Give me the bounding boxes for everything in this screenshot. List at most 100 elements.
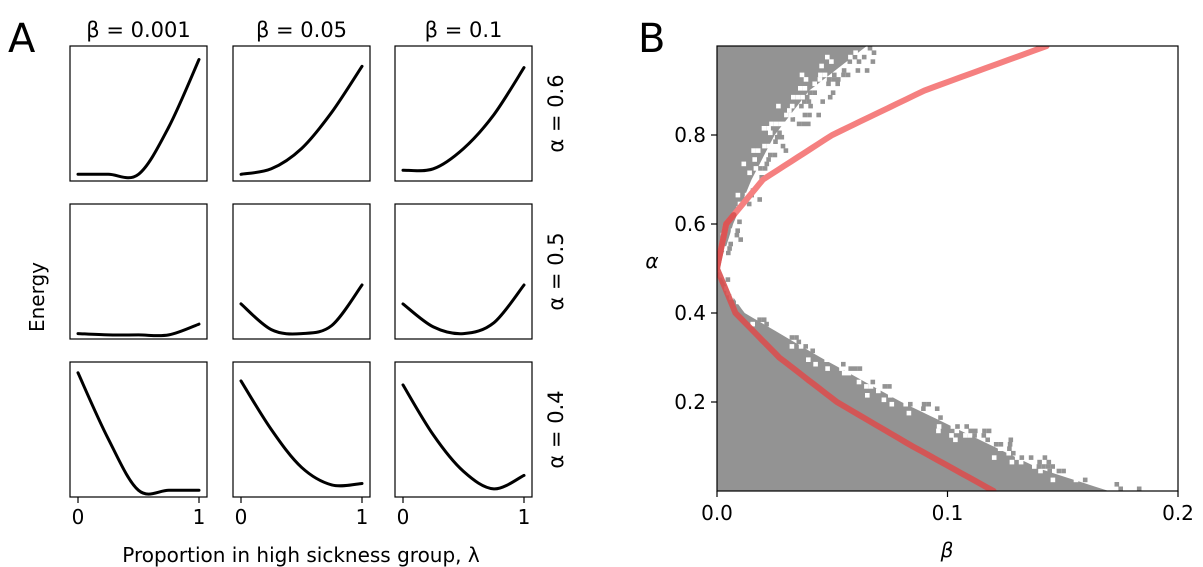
cell-gray <box>796 121 802 127</box>
cell-white <box>752 157 757 162</box>
cell-gray <box>827 94 833 100</box>
cell-gray <box>835 81 840 87</box>
cell-gray <box>831 77 836 82</box>
cell-gray <box>938 415 943 420</box>
cell-gray <box>774 134 780 140</box>
cell-white <box>967 433 973 438</box>
cell-gray <box>985 437 990 443</box>
cell-gray <box>981 433 987 438</box>
cell-gray <box>826 81 831 87</box>
y-tick-label: 0.6 <box>674 212 706 236</box>
cell-gray <box>799 103 804 109</box>
cell-gray <box>820 99 825 104</box>
cell-white <box>889 401 895 407</box>
x-tick-label: 0 <box>72 505 85 529</box>
cell-gray <box>757 197 762 202</box>
cell-gray <box>908 401 913 407</box>
energy-curve <box>401 66 526 173</box>
cell-gray <box>968 428 973 434</box>
panel-a-letter: A <box>8 16 36 62</box>
cell-white <box>865 393 870 398</box>
column-title: β = 0.05 <box>256 18 347 42</box>
cell-white <box>1014 455 1020 460</box>
cell-gray <box>807 90 813 95</box>
subplot-frame <box>69 361 208 498</box>
cell-gray <box>964 424 969 429</box>
subplot-frame <box>394 203 533 340</box>
cell-white <box>761 126 767 131</box>
cell-gray <box>841 361 846 367</box>
cell-gray <box>982 428 987 434</box>
cell-white <box>751 148 756 153</box>
cell-gray <box>768 152 773 158</box>
cell-gray <box>812 90 817 95</box>
cell-white <box>788 112 794 118</box>
cell-gray <box>734 232 740 238</box>
cell-gray <box>1047 468 1052 474</box>
panel-b-y-label: α <box>645 249 658 273</box>
subplot-alpha-0.4-beta-0.001 <box>69 361 208 498</box>
cell-gray <box>848 366 853 371</box>
cell-gray <box>764 321 769 327</box>
small-multiples-grid <box>69 45 533 498</box>
gray-region <box>717 46 1109 491</box>
cell-gray <box>727 246 732 251</box>
cell-gray <box>934 406 940 411</box>
cell-gray <box>921 406 926 411</box>
row-titles: α = 0.6 α = 0.5 α = 0.4 <box>544 74 568 468</box>
cell-gray <box>1061 468 1066 474</box>
cell-gray <box>870 379 876 385</box>
cell-gray <box>728 241 733 247</box>
cell-gray <box>777 130 782 136</box>
cell-white <box>1018 459 1024 465</box>
subplot-frame <box>232 361 371 498</box>
panel-a-x-label: Proportion in high sickness group, λ <box>122 543 480 567</box>
cell-white <box>856 379 862 385</box>
cell-gray <box>803 344 808 349</box>
cell-white <box>876 388 881 394</box>
cell-gray <box>790 117 796 122</box>
cell-white <box>949 433 954 438</box>
cell-gray <box>826 77 832 82</box>
subplot-frame <box>69 203 208 340</box>
cell-white <box>829 59 834 64</box>
cell-white <box>1032 464 1037 469</box>
cell-white <box>799 72 805 78</box>
cell-gray <box>986 428 992 434</box>
cell-gray <box>810 348 815 354</box>
cell-white <box>864 384 869 389</box>
cell-gray <box>871 50 877 55</box>
cell-white <box>768 130 773 136</box>
cell-white <box>800 94 805 100</box>
cell-gray <box>802 99 807 104</box>
cell-white <box>825 54 830 60</box>
panel-a-x-ticks: 0 1 0 1 0 1 <box>72 497 531 529</box>
cell-gray <box>725 277 731 282</box>
cell-white <box>903 401 908 407</box>
cell-white <box>813 361 818 367</box>
cell-white <box>803 77 809 82</box>
cell-white <box>769 121 774 127</box>
cell-white <box>789 344 795 349</box>
y-tick-label: 0.4 <box>674 301 706 325</box>
cell-white <box>736 299 741 305</box>
cell-gray <box>796 339 802 345</box>
cell-white <box>839 366 844 371</box>
cell-gray <box>1007 442 1013 447</box>
row-title: α = 0.5 <box>544 232 568 310</box>
cell-white <box>991 455 997 460</box>
cell-white <box>954 428 960 434</box>
x-tick-label: 1 <box>518 505 531 529</box>
cell-gray <box>780 143 786 149</box>
cell-gray <box>993 442 999 447</box>
cell-white <box>766 143 772 149</box>
cell-gray <box>779 134 785 140</box>
cell-gray <box>1050 464 1055 469</box>
cell-gray <box>853 366 858 371</box>
cell-gray <box>1037 459 1042 465</box>
cell-gray <box>804 94 810 100</box>
cell-white <box>888 393 893 398</box>
cell-white <box>1009 459 1015 465</box>
cell-white <box>841 370 847 376</box>
cell-white <box>1038 468 1043 474</box>
